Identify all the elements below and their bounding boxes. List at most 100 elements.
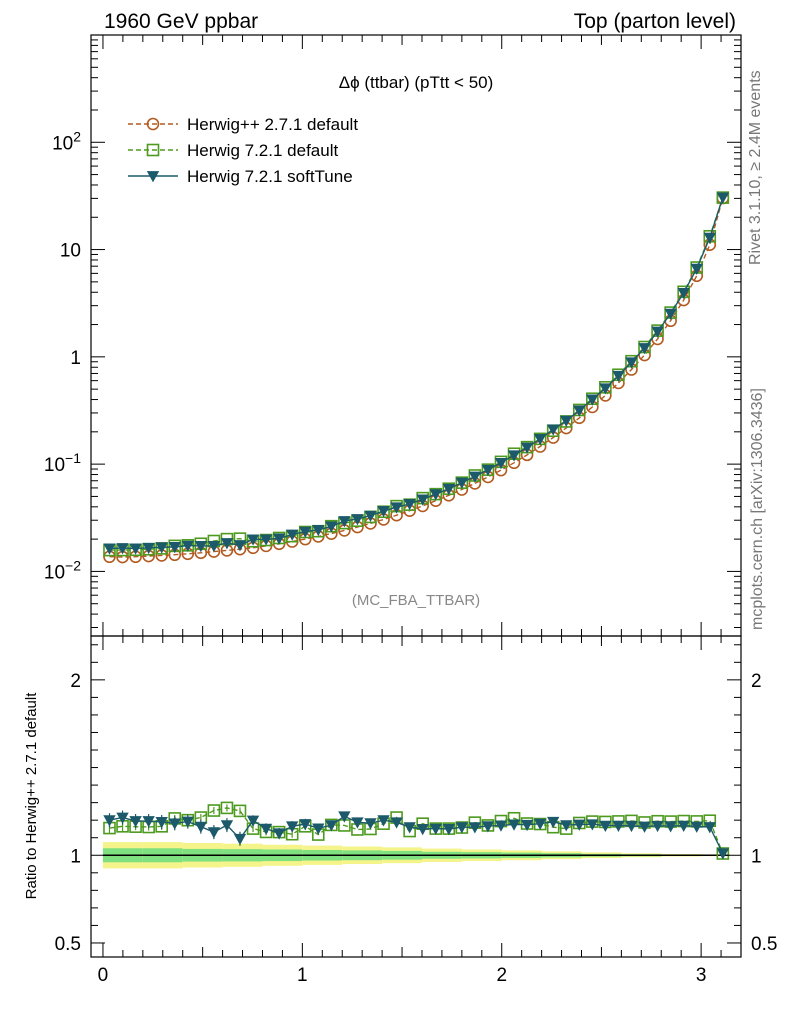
ratio-point bbox=[338, 811, 351, 823]
data-point bbox=[586, 394, 599, 406]
legend: Herwig++ 2.7.1 default Herwig 7.2.1 defau… bbox=[128, 115, 358, 186]
y-tick-label: 102 bbox=[52, 128, 81, 154]
data-point bbox=[612, 370, 625, 383]
data-point bbox=[116, 543, 129, 555]
ratio-point bbox=[533, 818, 547, 831]
ratio-point bbox=[390, 817, 403, 829]
data-point bbox=[351, 514, 364, 526]
data-point bbox=[625, 357, 638, 369]
data-point bbox=[716, 192, 730, 204]
data-point bbox=[181, 540, 194, 552]
ratio-point bbox=[520, 819, 534, 832]
ratio-point bbox=[403, 822, 416, 834]
data-point bbox=[677, 287, 690, 300]
ratio-point bbox=[325, 820, 338, 832]
data-point bbox=[142, 542, 155, 555]
data-point bbox=[286, 529, 299, 541]
ratio-point bbox=[168, 818, 181, 830]
data-point bbox=[390, 502, 403, 514]
data-point bbox=[599, 383, 612, 395]
data-point bbox=[207, 540, 221, 553]
data-point bbox=[272, 533, 286, 545]
data-point bbox=[220, 538, 234, 550]
data-point bbox=[664, 308, 677, 320]
ratio-y-axis-label: Ratio to Herwig++ 2.7.1 default bbox=[23, 692, 40, 900]
ratio-point bbox=[416, 824, 429, 836]
ratio-y-tick-label: 2 bbox=[70, 671, 81, 692]
ratio-point bbox=[194, 821, 208, 834]
data-point bbox=[168, 542, 181, 554]
legend-label: Herwig 7.2.1 softTune bbox=[187, 167, 353, 186]
ratio-y-tick-label-right: 2 bbox=[751, 671, 762, 692]
x-tick-label: 0 bbox=[98, 965, 109, 986]
data-point bbox=[520, 442, 534, 454]
ratio-point bbox=[442, 824, 455, 836]
ratio-point bbox=[103, 815, 116, 827]
ratio-point bbox=[455, 822, 469, 834]
legend-label: Herwig 7.2.1 default bbox=[187, 141, 338, 160]
ratio-y-tick-label: 1 bbox=[70, 846, 81, 867]
data-point bbox=[507, 450, 521, 462]
y-tick-label: 10 bbox=[60, 241, 81, 262]
ratio-point bbox=[272, 828, 286, 840]
ratio-point bbox=[220, 820, 234, 832]
ratio-point bbox=[351, 817, 364, 829]
data-point bbox=[429, 489, 442, 501]
data-point bbox=[325, 521, 338, 533]
data-point bbox=[494, 457, 508, 470]
ratio-point bbox=[181, 816, 194, 828]
ratio-point bbox=[468, 822, 482, 834]
ratio-point bbox=[429, 823, 442, 835]
x-tick-label: 3 bbox=[696, 965, 707, 986]
ratio-point bbox=[259, 823, 273, 835]
data-point bbox=[259, 534, 273, 546]
ratio-point bbox=[481, 821, 495, 833]
data-point bbox=[338, 516, 351, 528]
series-line-2 bbox=[109, 197, 724, 550]
data-point bbox=[533, 433, 547, 446]
data-point bbox=[155, 542, 168, 554]
ratio-point bbox=[299, 819, 312, 831]
ratio-point bbox=[233, 804, 247, 818]
ratio-point bbox=[716, 848, 730, 860]
legend-marker bbox=[146, 117, 160, 131]
ratio-point bbox=[364, 818, 377, 830]
data-point bbox=[442, 483, 455, 496]
data-point bbox=[651, 326, 664, 338]
ratio-point bbox=[129, 816, 142, 828]
ratio-point bbox=[612, 820, 625, 832]
ratio-point bbox=[599, 820, 612, 832]
data-point bbox=[364, 510, 377, 522]
data-point bbox=[481, 464, 495, 477]
beam-label: 1960 GeV ppbar bbox=[104, 10, 258, 33]
rivet-version-label: Rivet 3.1.10, ≥ 2.4M events bbox=[747, 70, 764, 265]
process-label: Top (parton level) bbox=[574, 10, 736, 33]
series-line-1 bbox=[109, 197, 724, 551]
x-tick-label: 2 bbox=[496, 965, 507, 986]
ratio-frame bbox=[90, 635, 742, 958]
data-point bbox=[246, 534, 260, 546]
ratio-point bbox=[507, 819, 521, 831]
ratio-point bbox=[664, 821, 677, 833]
data-point bbox=[129, 543, 142, 555]
ratio-y-tick-label: 0.5 bbox=[55, 934, 81, 955]
data-point bbox=[403, 498, 416, 511]
data-point bbox=[573, 405, 586, 417]
main-panel: 10−2 10−1 1 10 102 Δϕ (ttbar) (pTtt < 50) (MC_… bbox=[44, 34, 742, 637]
ratio-point bbox=[573, 819, 586, 831]
ratio-point bbox=[494, 820, 508, 832]
y-tick-label: 1 bbox=[70, 348, 81, 369]
ratio-panel: 0.5 0.5 1 1 2 2 0 1 2 3 Ratio to Herwig++ 2.7.1 de… bbox=[23, 635, 777, 986]
ratio-point bbox=[377, 815, 390, 827]
ratio-point bbox=[560, 820, 573, 832]
ratio-point bbox=[220, 801, 234, 815]
data-point bbox=[312, 524, 325, 537]
data-point bbox=[103, 543, 116, 555]
data-point bbox=[638, 343, 651, 355]
series-line-0 bbox=[109, 197, 724, 558]
ratio-point bbox=[233, 833, 247, 846]
ratio-point bbox=[286, 821, 299, 833]
y-tick-label: 10−2 bbox=[44, 557, 81, 583]
data-point bbox=[455, 477, 469, 489]
data-point bbox=[194, 540, 208, 553]
